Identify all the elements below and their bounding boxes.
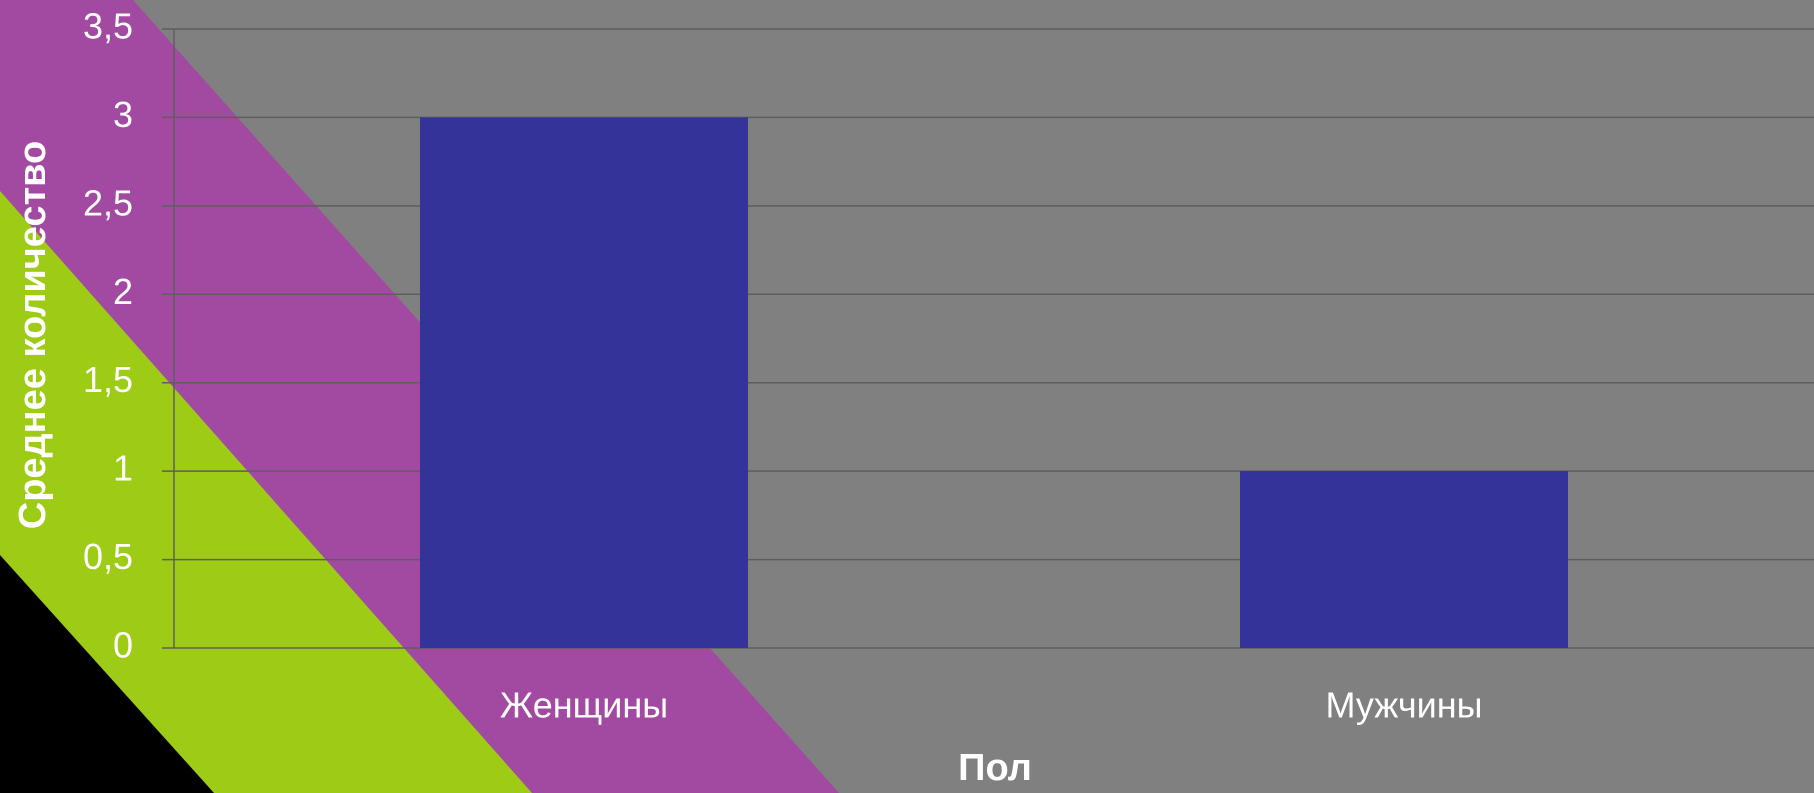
x-tick-label: Женщины bbox=[500, 685, 668, 726]
stripe-black bbox=[0, 555, 214, 793]
y-tick-label: 0 bbox=[113, 625, 133, 666]
stripe-green bbox=[0, 191, 532, 793]
y-tick-label: 3,5 bbox=[83, 6, 133, 47]
x-axis-label: Пол bbox=[958, 747, 1032, 789]
y-tick-label: 1,5 bbox=[83, 359, 133, 400]
x-tick-label: Мужчины bbox=[1325, 685, 1482, 726]
y-tick-label: 2,5 bbox=[83, 182, 133, 223]
bar bbox=[420, 117, 748, 648]
bar bbox=[1240, 471, 1568, 648]
y-tick-label: 0,5 bbox=[83, 536, 133, 577]
y-tick-label: 2 bbox=[113, 271, 133, 312]
y-axis-label: Среднее количество bbox=[12, 141, 54, 529]
y-tick-label: 1 bbox=[113, 448, 133, 489]
y-tick-label: 3 bbox=[113, 94, 133, 135]
